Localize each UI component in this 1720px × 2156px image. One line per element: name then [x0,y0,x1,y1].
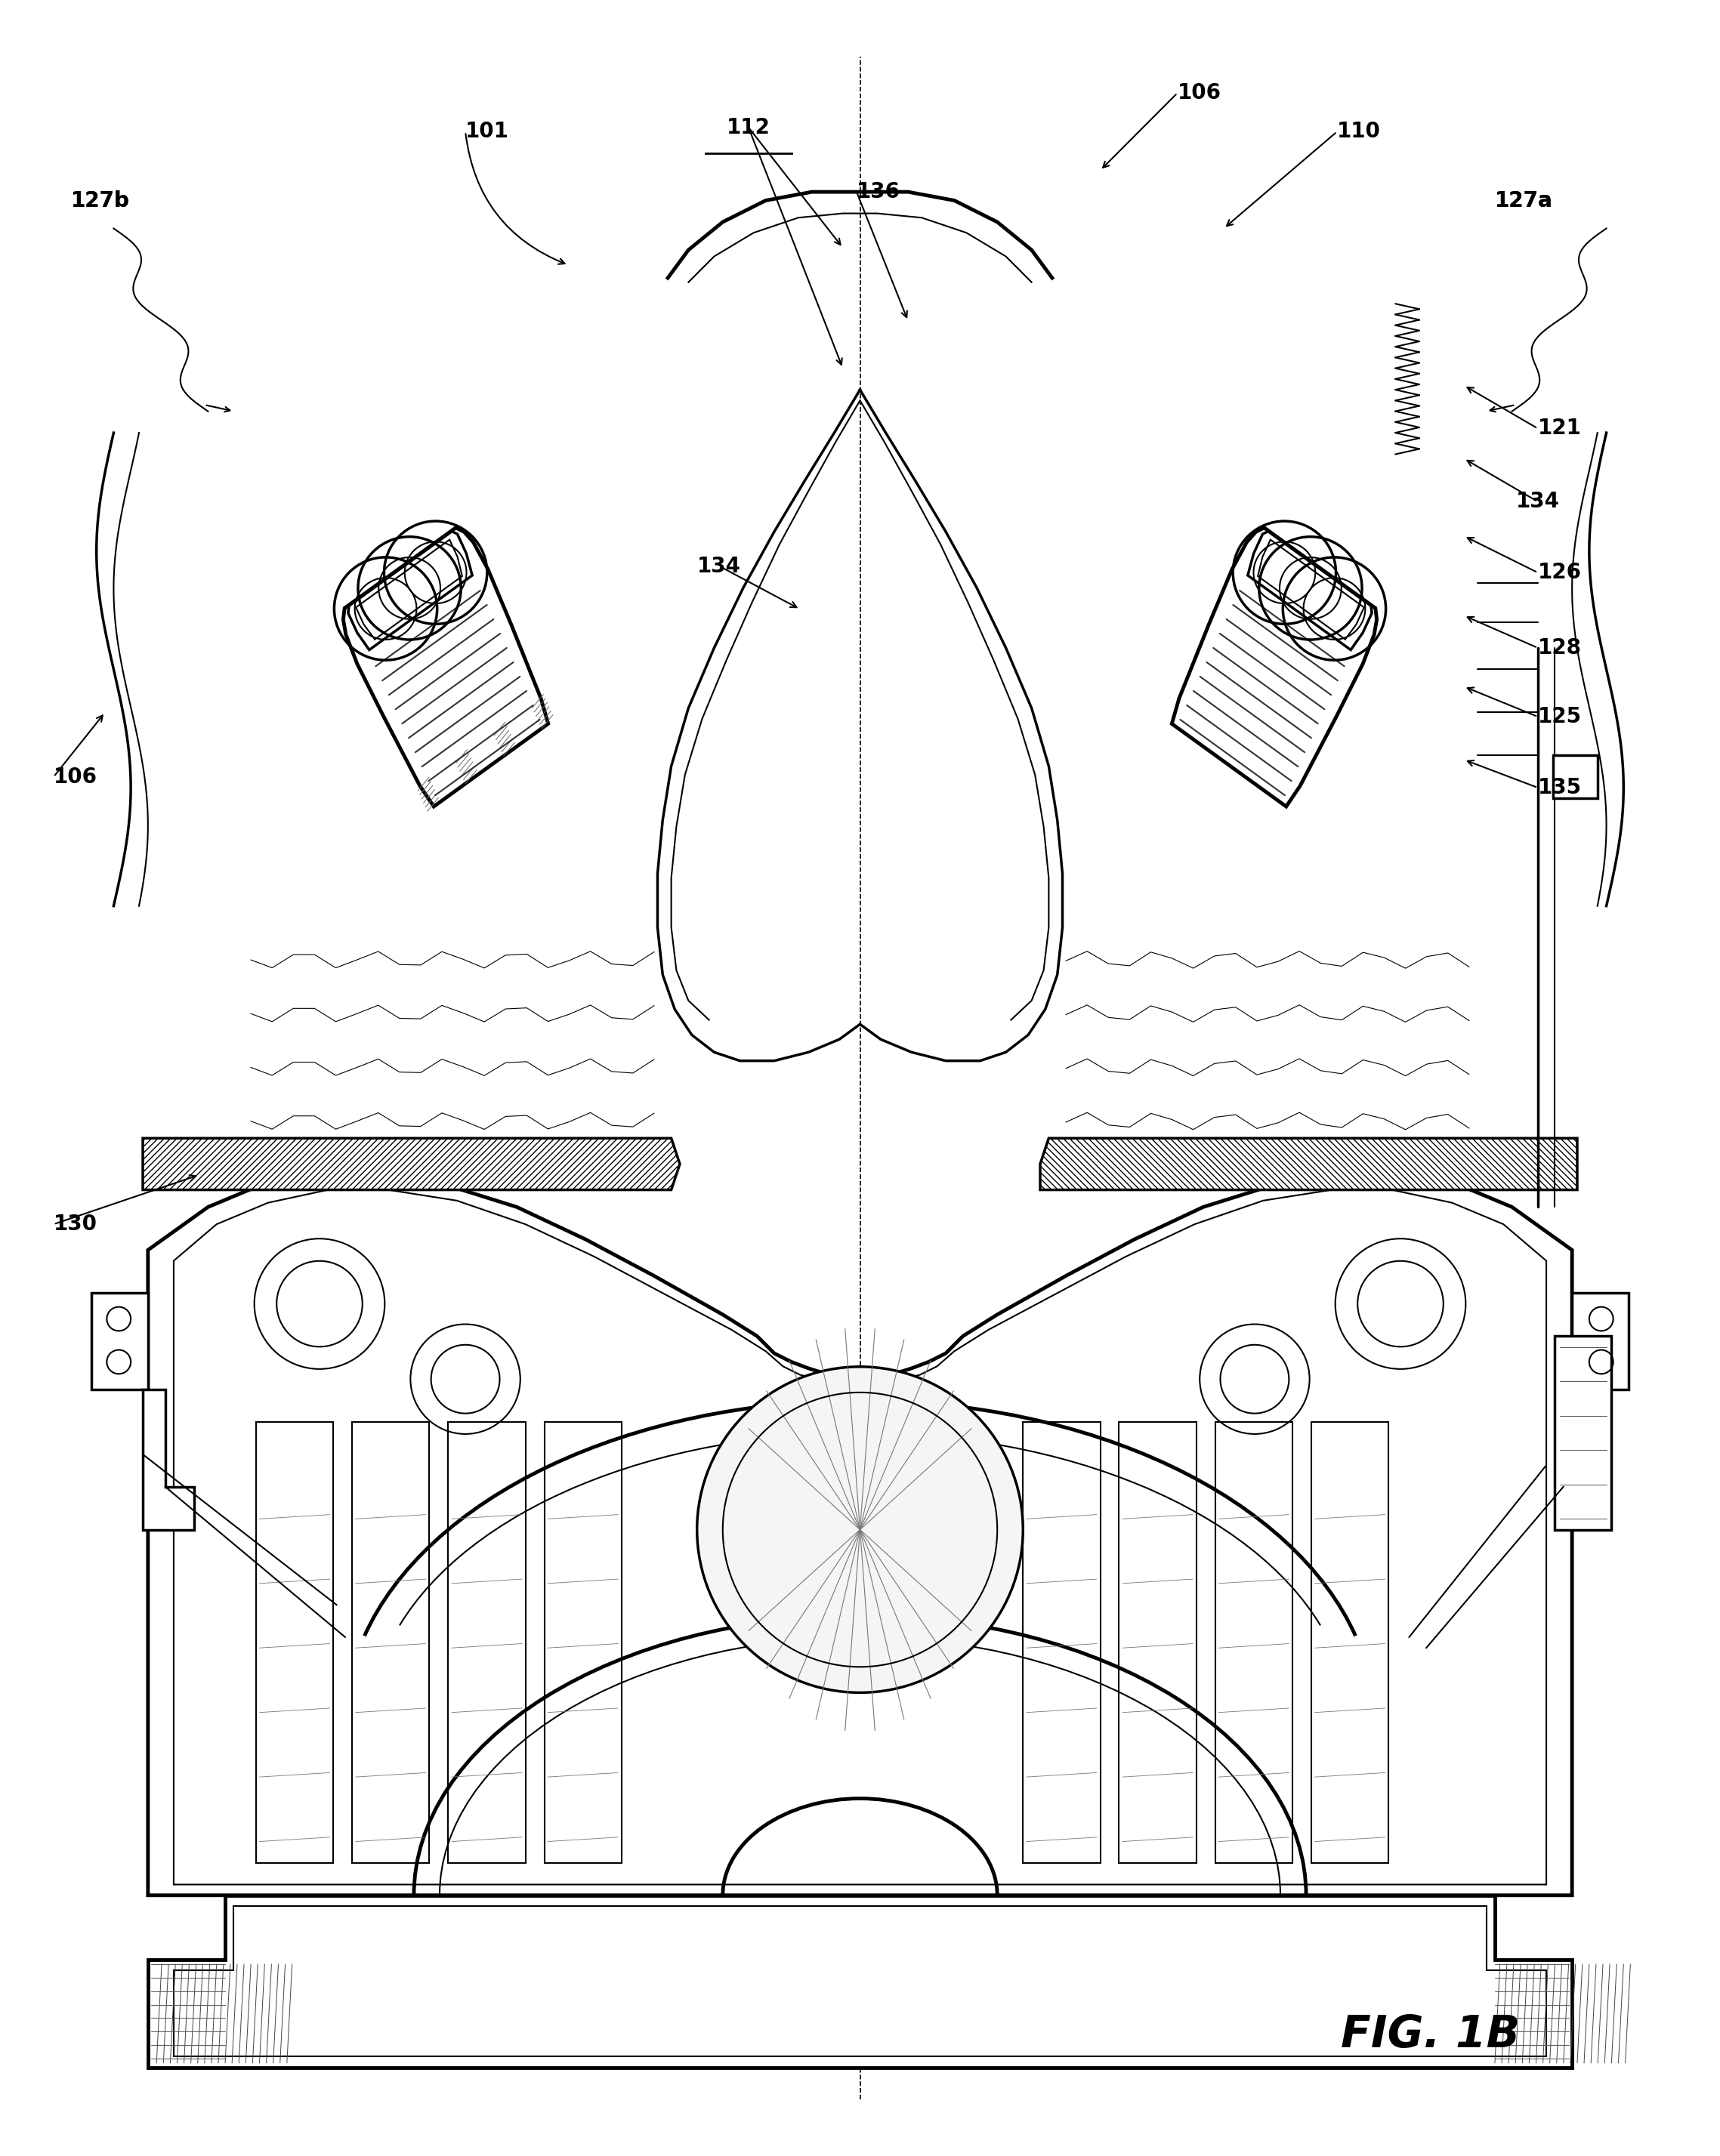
Text: 112: 112 [726,116,771,138]
Bar [1214,1423,1292,1863]
Text: 106: 106 [53,765,98,787]
Bar [1120,1423,1197,1863]
Text: 127b: 127b [71,190,129,211]
Circle shape [697,1367,1023,1692]
Polygon shape [1041,1138,1577,1190]
Bar [256,1423,334,1863]
Text: 125: 125 [1538,707,1582,727]
Bar [1023,1423,1101,1863]
Bar [1311,1423,1388,1863]
Polygon shape [148,1895,1572,2068]
Text: 130: 130 [53,1214,98,1235]
Text: 127a: 127a [1495,190,1553,211]
Text: 110: 110 [1336,121,1381,142]
Polygon shape [1171,528,1376,806]
Polygon shape [1553,755,1598,798]
Text: 134: 134 [697,556,741,576]
Text: 121: 121 [1538,418,1581,440]
Polygon shape [1572,1294,1629,1391]
Text: 136: 136 [857,181,900,203]
Text: 127a: 127a [1495,190,1553,211]
Text: 126: 126 [1538,563,1582,582]
Bar [353,1423,430,1863]
Bar [449,1423,525,1863]
Text: 134: 134 [1515,492,1560,513]
Text: FIG. 1B: FIG. 1B [1340,2014,1519,2057]
Polygon shape [344,528,549,806]
Text: 135: 135 [1538,776,1582,798]
Polygon shape [1555,1337,1612,1529]
Polygon shape [143,1138,679,1190]
Polygon shape [148,1175,1572,1895]
Polygon shape [1247,530,1373,649]
Polygon shape [347,530,473,649]
Text: 127b: 127b [71,190,129,211]
Text: 128: 128 [1538,638,1582,658]
Text: 106: 106 [1178,82,1221,103]
Polygon shape [143,1391,194,1529]
Bar [544,1423,621,1863]
Polygon shape [91,1294,148,1391]
Text: 101: 101 [466,121,509,142]
